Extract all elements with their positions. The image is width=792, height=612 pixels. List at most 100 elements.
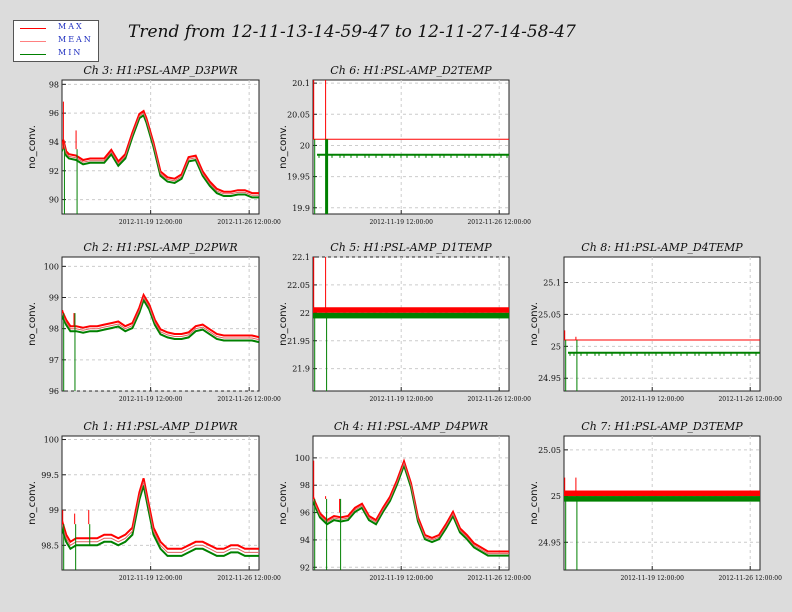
y-axis-label: no_conv. (529, 481, 540, 525)
chart-title: Ch 5: H1:PSL-AMP_D1TEMP (330, 241, 492, 254)
y-tick-label: 96 (49, 109, 59, 118)
chart-panel-4: 21.9 21.95 22 22.05 22.1 2012-11-19 12:00:00 2… (278, 241, 531, 403)
x-tick-label: 2012-11-19 12:00:00 (369, 219, 433, 226)
series-group (62, 478, 259, 570)
chart-title: Ch 2: H1:PSL-AMP_D2PWR (83, 241, 237, 254)
y-tick-label: 98.5 (41, 541, 59, 550)
plot-area (563, 435, 761, 571)
y-tick-label: 19.9 (292, 204, 310, 213)
mean-line (313, 461, 509, 555)
x-tick-label: 2012-11-19 12:00:00 (620, 396, 684, 403)
x-tick-label: 2012-11-19 12:00:00 (119, 575, 183, 582)
y-axis-label: no_conv. (278, 125, 289, 169)
max-band (564, 490, 760, 497)
y-tick-label: 99 (49, 294, 59, 303)
chart-title: Ch 4: H1:PSL-AMP_D4PWR (334, 420, 488, 433)
x-tick-label: 2012-11-26 12:00:00 (467, 219, 531, 226)
page-title: Trend from 12-11-13-14-59-47 to 12-11-27… (128, 22, 576, 42)
series-group (564, 477, 760, 570)
y-tick-label: 20.1 (292, 79, 310, 88)
chart-panel-7: 92 94 96 98 100 2012-11-19 12:00:00 2012-11-26… (278, 420, 531, 582)
min-line (313, 462, 509, 557)
x-tick-label: 2012-11-19 12:00:00 (119, 219, 183, 226)
chart-title: Ch 3: H1:PSL-AMP_D3PWR (83, 64, 237, 77)
chart-panel-1: 90 92 94 96 98 2012-11-19 12:00:00 2012-11-26 … (27, 64, 281, 226)
series-group (313, 458, 509, 570)
legend-label-mean: MEAN (58, 35, 93, 44)
y-tick-label: 24.95 (538, 374, 561, 383)
chart-panel-5: 24.95 25 25.05 25.1 2012-11-19 12:00:00 2012-… (529, 241, 782, 403)
max-line (313, 458, 509, 553)
y-tick-label: 24.95 (538, 538, 561, 547)
y-tick-label: 99 (49, 506, 59, 515)
y-tick-label: 92 (49, 167, 59, 176)
y-tick-label: 99.5 (41, 471, 59, 480)
y-tick-label: 22 (300, 309, 310, 318)
y-tick-label: 21.95 (287, 337, 310, 346)
chart-title: Ch 1: H1:PSL-AMP_D1PWR (83, 420, 237, 433)
y-tick-label: 94 (300, 536, 310, 545)
y-axis-label: no_conv. (529, 302, 540, 346)
legend-item-mean: MEAN (14, 35, 98, 47)
y-tick-label: 100 (44, 436, 59, 445)
x-tick-label: 2012-11-26 12:00:00 (718, 396, 782, 403)
plot-area (563, 256, 761, 392)
x-tick-label: 2012-11-26 12:00:00 (217, 396, 281, 403)
series-group (564, 330, 760, 391)
chart-panel-3: 96 97 98 99 100 2012-11-19 12:00:00 2012-11-26… (27, 241, 281, 403)
y-tick-label: 20 (300, 141, 310, 150)
chart-panel-2: 19.9 19.95 20 20.05 20.1 2012-11-19 12:00:00 2… (278, 64, 531, 226)
y-tick-label: 19.95 (287, 173, 310, 182)
y-tick-label: 100 (44, 262, 59, 271)
y-tick-label: 97 (49, 356, 59, 365)
x-tick-label: 2012-11-19 12:00:00 (369, 396, 433, 403)
legend-item-min: MIN (14, 48, 98, 60)
x-tick-label: 2012-11-19 12:00:00 (119, 396, 183, 403)
mean-line (62, 112, 259, 196)
min-line (62, 297, 259, 344)
chart-panel-6: 98.5 99 99.5 100 2012-11-19 12:00:00 2012-11-… (27, 420, 281, 582)
chart-title: Ch 7: H1:PSL-AMP_D3TEMP (581, 420, 743, 433)
chart-title: Ch 6: H1:PSL-AMP_D2TEMP (330, 64, 492, 77)
plot-area (312, 79, 510, 215)
y-axis-label: no_conv. (27, 125, 38, 169)
y-tick-label: 22.05 (287, 281, 310, 290)
x-tick-label: 2012-11-19 12:00:00 (620, 575, 684, 582)
y-tick-label: 98 (300, 481, 310, 490)
plot-area (61, 256, 260, 392)
y-axis-label: no_conv. (278, 481, 289, 525)
y-tick-label: 21.9 (292, 365, 310, 374)
x-tick-label: 2012-11-26 12:00:00 (217, 219, 281, 226)
plot-area (312, 256, 510, 392)
y-tick-label: 96 (49, 387, 59, 396)
y-axis-label: no_conv. (278, 302, 289, 346)
x-tick-label: 2012-11-26 12:00:00 (467, 396, 531, 403)
max-line (62, 109, 259, 195)
y-tick-label: 25.05 (538, 446, 561, 455)
max-line (62, 292, 259, 339)
legend-swatch-max (20, 28, 46, 29)
y-tick-label: 98 (49, 80, 59, 89)
series-group (313, 80, 509, 214)
y-tick-label: 25.05 (538, 310, 561, 319)
y-tick-label: 100 (295, 454, 310, 463)
x-tick-label: 2012-11-26 12:00:00 (718, 575, 782, 582)
legend-item-max: MAX (14, 22, 98, 34)
max-band (313, 307, 509, 313)
legend-label-max: MAX (58, 22, 84, 31)
min-line (62, 113, 259, 199)
y-tick-label: 96 (300, 509, 310, 518)
y-tick-label: 22.1 (292, 253, 310, 262)
chart-panel-8: 24.95 25 25.05 2012-11-19 12:00:00 2012-11-2… (529, 420, 782, 582)
legend-swatch-min (20, 54, 46, 55)
y-axis-label: no_conv. (27, 302, 38, 346)
y-tick-label: 20.05 (287, 110, 310, 119)
legend-swatch-mean (20, 41, 46, 42)
legend-label-min: MIN (58, 48, 83, 57)
legend: MAX MEAN MIN (13, 20, 99, 62)
y-tick-label: 25 (551, 342, 561, 351)
x-tick-label: 2012-11-26 12:00:00 (217, 575, 281, 582)
x-tick-label: 2012-11-19 12:00:00 (369, 575, 433, 582)
series-group (313, 257, 509, 391)
